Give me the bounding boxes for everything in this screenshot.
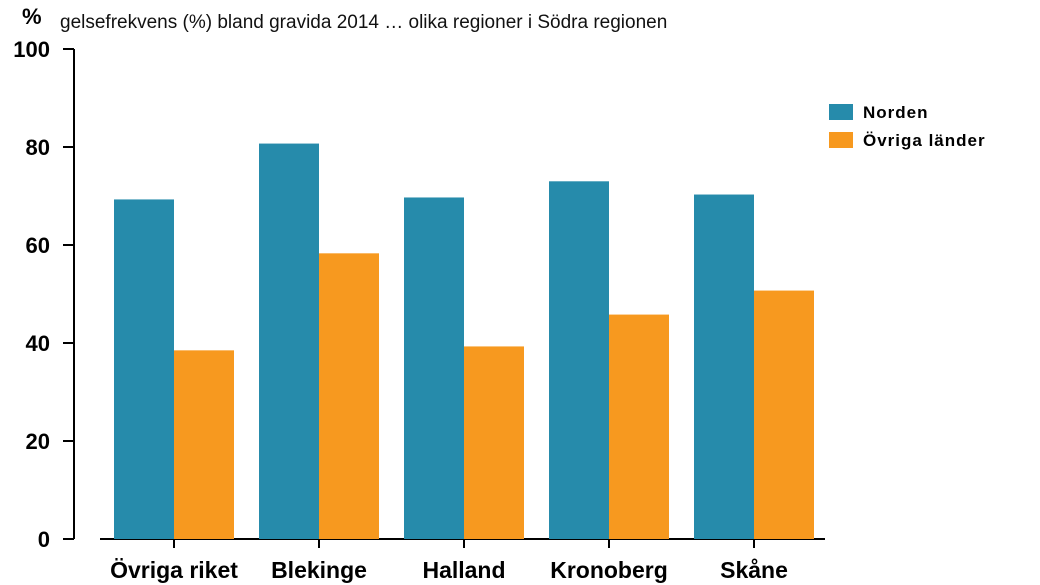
- bar: [404, 197, 464, 539]
- y-tick-label: 80: [26, 135, 50, 160]
- bar: [464, 346, 524, 539]
- y-axis: 0 20 40 60 80 100: [13, 37, 75, 552]
- legend-label: Norden: [863, 103, 929, 122]
- bar: [549, 181, 609, 540]
- y-tick-label: 40: [26, 331, 50, 356]
- bar: [609, 314, 669, 539]
- y-tick-label: 0: [38, 527, 50, 552]
- y-axis-unit-label: %: [22, 4, 42, 29]
- x-axis: Övriga riket Blekinge Halland Kronoberg Skån…: [100, 538, 825, 583]
- bar: [694, 194, 754, 539]
- legend: Norden Övriga länder: [829, 103, 986, 150]
- legend-swatch: [829, 104, 853, 120]
- chart-title: gelsefrekvens (%) bland gravida 2014 … o…: [60, 12, 667, 33]
- bar: [114, 199, 174, 539]
- x-tick-label: Kronoberg: [550, 557, 668, 583]
- bars-group: [114, 143, 814, 540]
- bar: [259, 143, 319, 539]
- x-tick-label: Övriga riket: [110, 557, 238, 583]
- legend-label: Övriga länder: [863, 131, 986, 150]
- bar: [174, 350, 234, 539]
- x-tick-label: Blekinge: [271, 557, 367, 583]
- x-tick-label: Halland: [422, 557, 505, 583]
- legend-swatch: [829, 132, 853, 148]
- x-tick-label: Skåne: [720, 557, 788, 583]
- y-tick-label: 100: [13, 37, 50, 62]
- y-tick-label: 20: [26, 429, 50, 454]
- bar: [754, 290, 814, 539]
- bar: [319, 253, 379, 539]
- y-tick-label: 60: [26, 233, 50, 258]
